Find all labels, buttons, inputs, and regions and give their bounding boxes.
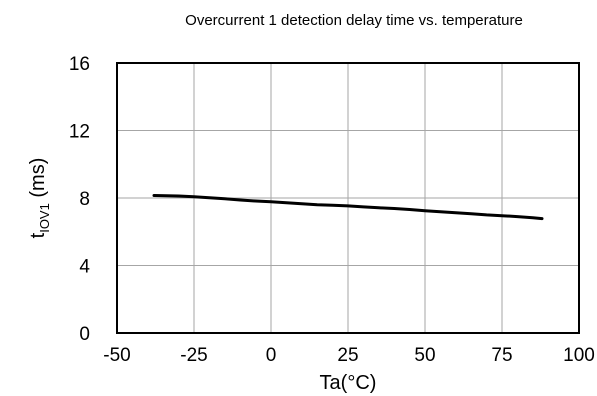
x-tick-label: -50 [103,345,130,366]
x-tick-label: 100 [563,345,595,366]
y-tick-label: 16 [69,54,90,75]
x-tick-label: 50 [414,345,435,366]
grid [117,63,579,333]
x-tick-label: -25 [180,345,207,366]
x-tick-label: 0 [266,345,277,366]
y-tick-label: 0 [79,324,90,345]
chart-title: Overcurrent 1 detection delay time vs. t… [185,12,523,29]
series-layer [152,194,544,221]
y-axis-label-subscript: IOV1 [37,203,52,233]
y-axis-label-unit: (ms) [27,158,49,204]
y-tick-labels: 0 4 8 12 16 [69,54,91,345]
x-axis-label: Ta(°C) [320,372,377,394]
plot-area [116,62,580,334]
y-tick-label: 4 [79,257,90,278]
y-tick-label: 8 [79,189,90,210]
y-axis-label-main: t [27,232,49,238]
x-tick-label: 75 [491,345,512,366]
x-tick-labels: -50 -25 0 25 50 75 100 [103,345,595,366]
series-line-0 [152,194,544,221]
x-tick-label: 25 [337,345,358,366]
y-axis-label: tIOV1 (ms) [27,158,52,239]
y-tick-label: 12 [69,122,90,143]
